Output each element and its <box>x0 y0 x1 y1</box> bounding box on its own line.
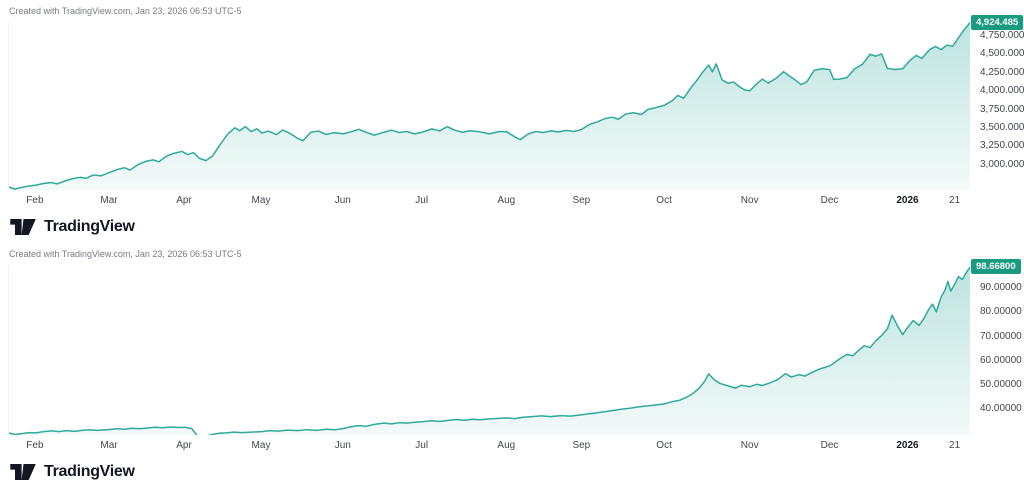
x-axis-label: Aug <box>497 440 516 451</box>
x-axis-label: Mar <box>100 195 118 206</box>
x-axis-label: 21 <box>949 195 961 206</box>
x-axis-label: Apr <box>176 440 192 451</box>
y-axis-label: 3,750.000 <box>980 103 1024 115</box>
y-axis-label: 60.00000 <box>980 354 1022 366</box>
y-axis-label: 4,500.000 <box>980 48 1024 60</box>
chart-widget-bottom: Created with TradingView.com, Jan 23, 20… <box>0 243 1024 488</box>
chart-widget-top: Created with TradingView.com, Jan 23, 20… <box>0 0 1024 243</box>
y-axis-label: 80.00000 <box>980 306 1022 318</box>
y-axis-label: 40.00000 <box>980 402 1022 414</box>
time-axis-bottom[interactable]: Feb Mar Apr May Jun Jul Aug Sep Oct Nov Dec 2026 21 <box>8 435 970 456</box>
tradingview-logo-icon <box>10 463 36 480</box>
x-axis-label: Nov <box>740 195 759 206</box>
axis-corner <box>970 190 1024 211</box>
attribution-text: Created with TradingView.com, Jan 23, 20… <box>9 249 242 259</box>
x-axis-label: Dec <box>820 195 839 206</box>
x-axis-label: Aug <box>497 195 516 206</box>
price-axis-top[interactable]: 4,924.485 4,750.000 4,500.000 4,250.000 4,0… <box>970 14 1024 190</box>
price-chart-area-bottom[interactable] <box>8 265 970 435</box>
y-axis-label: 70.00000 <box>980 330 1022 342</box>
x-axis-label: Jul <box>415 440 429 451</box>
attribution-text: Created with TradingView.com, Jan 23, 20… <box>9 6 242 16</box>
y-axis-label: 3,250.000 <box>980 140 1024 152</box>
last-price-badge: 98.66800 <box>971 259 1021 275</box>
x-axis-label: Feb <box>26 440 44 451</box>
y-axis-label: 3,500.000 <box>980 122 1024 133</box>
y-axis-label: 90.00000 <box>980 282 1022 294</box>
x-axis-label: Jun <box>334 440 351 451</box>
x-axis-label: May <box>251 195 271 206</box>
tradingview-logo-text: TradingView <box>44 463 135 480</box>
tradingview-logo-text: TradingView <box>44 218 135 235</box>
x-axis-label: May <box>251 440 271 451</box>
x-axis-label: Sep <box>572 195 591 206</box>
x-axis-label: Mar <box>100 440 118 451</box>
last-price-badge: 4,924.485 <box>971 14 1024 30</box>
tradingview-logo-link[interactable]: TradingView <box>0 456 1024 488</box>
tradingview-logo-icon <box>10 218 36 235</box>
x-axis-label: Sep <box>572 440 591 451</box>
x-axis-label: 2026 <box>896 440 919 451</box>
tradingview-logo-link[interactable]: TradingView <box>0 211 1024 243</box>
y-axis-label: 4,000.000 <box>980 85 1024 96</box>
x-axis-label: Oct <box>656 195 672 206</box>
y-axis-label: 4,750.000 <box>980 29 1024 41</box>
x-axis-label: 2026 <box>896 195 919 206</box>
y-axis-label: 3,000.000 <box>980 158 1024 170</box>
x-axis-label: Oct <box>656 440 672 451</box>
x-axis-label: Apr <box>176 195 192 206</box>
axis-corner <box>970 435 1024 456</box>
x-axis-label: Jun <box>334 195 351 206</box>
price-chart-area-top[interactable] <box>8 22 970 190</box>
price-axis-bottom[interactable]: 98.66800 90.00000 80.00000 70.00000 60.0000… <box>970 259 1024 435</box>
y-axis-label: 50.00000 <box>980 378 1022 390</box>
x-axis-label: Dec <box>820 440 839 451</box>
x-axis-label: Nov <box>740 440 759 451</box>
x-axis-label: Feb <box>26 195 44 206</box>
y-axis-label: 4,250.000 <box>980 66 1024 78</box>
time-axis-top[interactable]: Feb Mar Apr May Jun Jul Aug Sep Oct Nov Dec 2026 21 <box>8 190 970 211</box>
x-axis-label: Jul <box>415 195 429 206</box>
x-axis-label: 21 <box>949 440 961 451</box>
